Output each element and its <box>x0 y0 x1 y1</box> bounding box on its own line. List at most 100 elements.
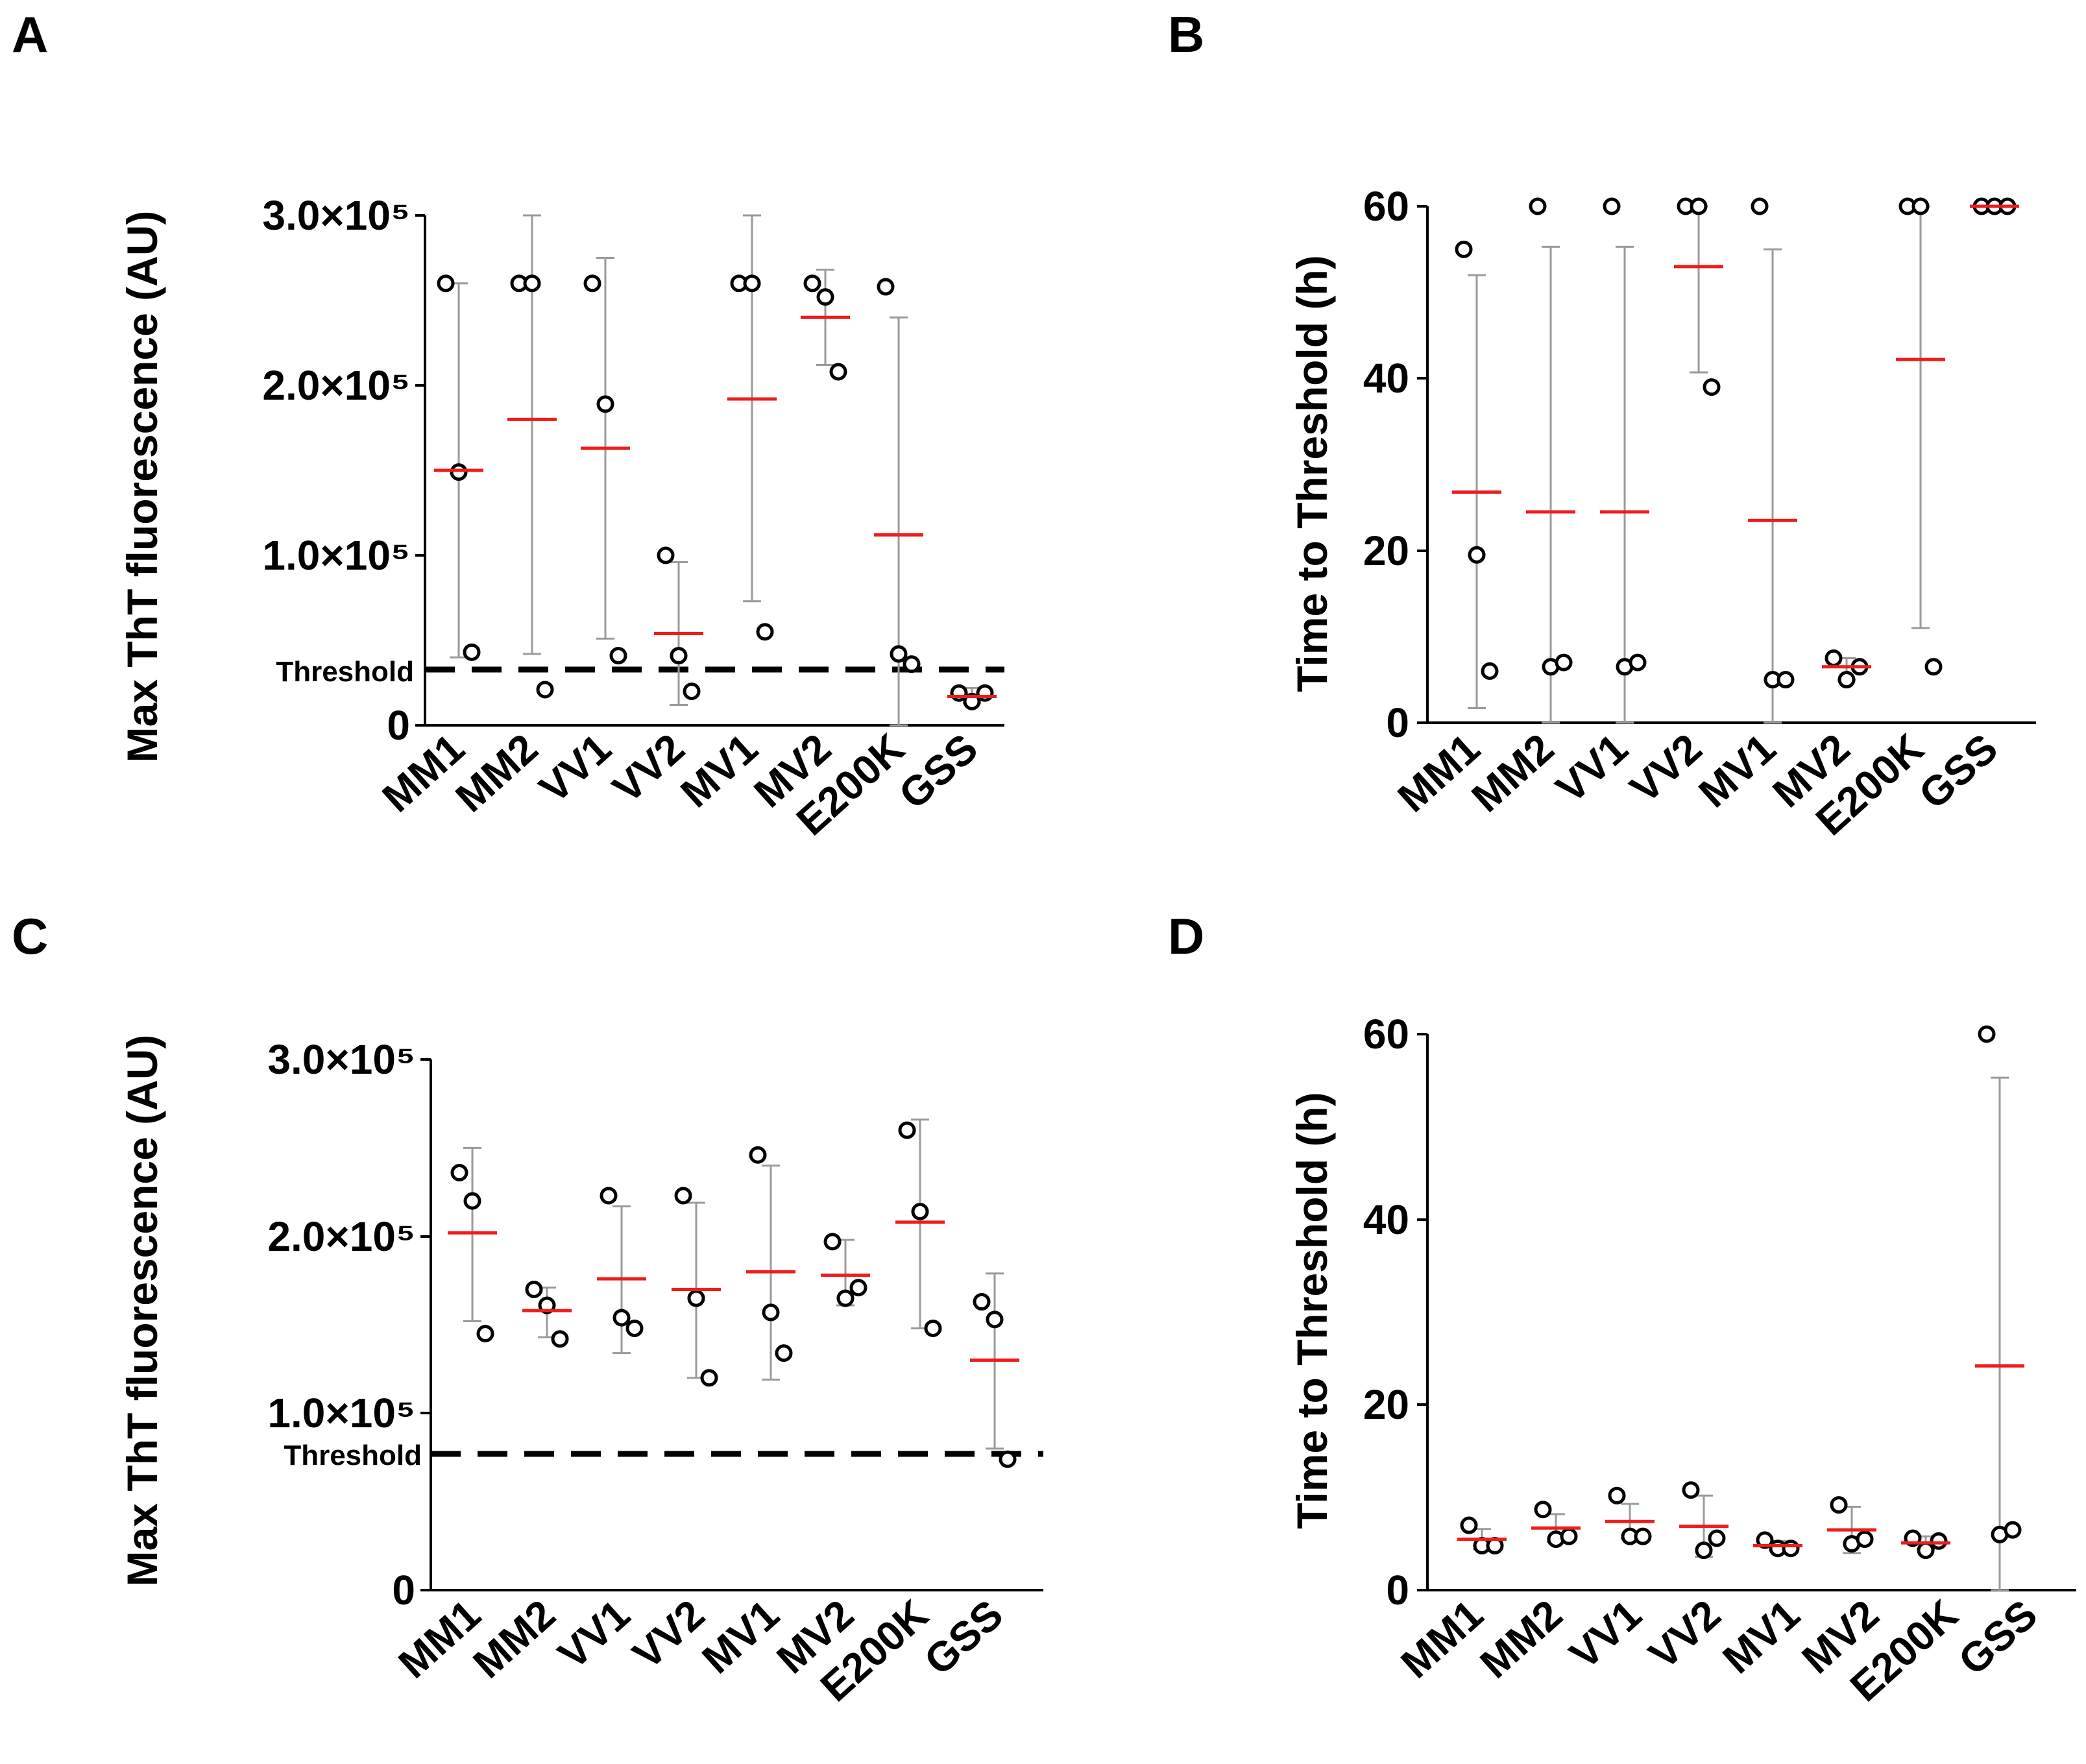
panel-d-ytick-label-0: 0 <box>1386 1567 1409 1613</box>
panel-a-point-mv2-1 <box>803 274 821 293</box>
panel-b-ytick-label-3: 60 <box>1363 183 1409 230</box>
panel-a-point-mv1-2 <box>743 274 761 293</box>
panel-a-yaxis: 0 1.0×10⁵ 2.0×10⁵ 3.0×10⁵ <box>262 192 426 749</box>
panel-a-ytick-label-0: 0 <box>387 702 410 749</box>
panel-c-cat-1: MM2 <box>465 1591 564 1687</box>
panel-c-point-mm2-3 <box>551 1330 569 1348</box>
panel-c-point-mv2-2 <box>836 1289 855 1307</box>
panel-a-point-mv2-3 <box>829 363 847 381</box>
panel-c-point-mv2-1 <box>823 1233 842 1251</box>
panel-d-point-vv2-2 <box>1695 1541 1713 1560</box>
panel-a-point-mm1-1 <box>437 274 455 293</box>
panel-c-point-mm2-2 <box>538 1296 556 1314</box>
panel-a-point-mm1-2 <box>450 463 468 481</box>
panel-a-cat-2: VV1 <box>530 725 620 812</box>
panel-b-point-vv1-3 <box>1629 653 1647 671</box>
panel-d: D Time to Threshold (h) 0 20 40 60 MM1 M… <box>1168 908 2076 1710</box>
panel-a-ytick-label-3: 3.0×10⁵ <box>262 192 410 239</box>
panel-b-point-mm1-3 <box>1481 662 1499 680</box>
panel-d-point-vv2-3 <box>1708 1529 1726 1547</box>
panel-d-ytick-label-3: 60 <box>1363 1011 1409 1057</box>
panel-a-point-mm2-2 <box>523 274 541 293</box>
panel-d-point-mv2-3 <box>1856 1530 1874 1548</box>
panel-c-threshold-label: Threshold <box>284 1440 422 1471</box>
panel-c-point-mv1-1 <box>749 1146 767 1164</box>
panel-c-cat-3: VV2 <box>624 1591 713 1678</box>
panel-b-point-vv2-3 <box>1703 378 1721 396</box>
panel-a-cat-4: MV1 <box>672 725 766 817</box>
panel-d-cat-2: VV1 <box>1560 1591 1650 1678</box>
panel-b-point-mm1-1 <box>1455 240 1473 258</box>
panel-a-letter: A <box>12 6 48 63</box>
panel-a-point-mv2-2 <box>816 288 834 306</box>
panel-a-point-vv1-2 <box>596 395 614 413</box>
panel-c-threshold: Threshold <box>284 1440 1043 1471</box>
panel-b: B Time to Threshold (h) 0 20 40 60 MM1 M… <box>1168 6 2036 844</box>
panel-a-point-mv1-3 <box>756 623 774 641</box>
panel-a-categories: MM1 MM2 VV1 VV2 MV1 MV2 E200K GSS <box>374 725 987 844</box>
panel-c-ytick-label-1: 1.0×10⁵ <box>267 1390 415 1436</box>
panel-c-cat-4: MV1 <box>693 1591 788 1683</box>
panel-d-cat-4: MV1 <box>1714 1591 1808 1683</box>
panel-c-letter: C <box>12 908 48 965</box>
panel-c-point-mm1-3 <box>476 1325 494 1343</box>
panel-a-point-vv1-1 <box>583 274 601 293</box>
panel-a-ylabel: Max ThT fluorescence (AU) <box>118 211 166 763</box>
panel-b-ytick-label-0: 0 <box>1386 699 1409 746</box>
panel-b-marks <box>1452 197 2019 724</box>
panel-d-point-vv1-1 <box>1608 1486 1626 1504</box>
panel-a-threshold-label: Threshold <box>276 656 414 688</box>
panel-b-ylabel: Time to Threshold (h) <box>1288 255 1336 692</box>
panel-d-point-mm2-3 <box>1560 1527 1578 1545</box>
panel-b-ytick-label-1: 20 <box>1363 527 1409 574</box>
panel-b-point-mv2-2 <box>1837 671 1856 689</box>
panel-c-point-vv1-2 <box>612 1309 631 1327</box>
panel-c-ytick-label-0: 0 <box>392 1567 415 1613</box>
panel-c-point-vv2-1 <box>674 1187 692 1205</box>
panel-b-cat-4: MV1 <box>1690 725 1784 817</box>
panel-c: C Max ThT fluorescence (AU) 0 1.0×10⁵ 2.… <box>12 908 1043 1710</box>
panel-b-point-e200k-2 <box>1911 197 1930 215</box>
panel-a-point-e200k-2 <box>890 645 908 663</box>
panel-c-categories: MM1 MM2 VV1 VV2 MV1 MV2 E200K GSS <box>390 1591 1012 1710</box>
panel-a-cat-1: MM2 <box>447 725 547 821</box>
panel-c-point-gss-1 <box>973 1293 991 1311</box>
panel-b-cat-7: GSS <box>1910 725 2007 818</box>
panel-d-point-mm2-1 <box>1534 1501 1552 1519</box>
panel-a-point-e200k-3 <box>903 655 921 673</box>
panel-b-point-mm1-2 <box>1468 546 1486 564</box>
panel-a-point-mm2-3 <box>536 681 554 699</box>
panel-c-point-gss-3 <box>999 1450 1017 1468</box>
panel-a-point-e200k-1 <box>877 278 895 296</box>
panel-d-point-vv1-3 <box>1634 1527 1652 1545</box>
panel-c-ytick-label-2: 2.0×10⁵ <box>267 1213 415 1260</box>
panel-b-point-vv2-2 <box>1690 197 1708 215</box>
panel-d-point-mm1-1 <box>1460 1516 1478 1534</box>
panel-d-letter: D <box>1168 908 1204 965</box>
panel-b-cat-1: MM2 <box>1463 725 1563 821</box>
panel-c-cat-7: GSS <box>916 1591 1012 1684</box>
panel-d-yaxis: 0 20 40 60 <box>1363 1011 1429 1613</box>
panel-d-point-mv2-1 <box>1830 1496 1848 1514</box>
panel-d-cat-1: MM2 <box>1472 1591 1571 1687</box>
panel-d-point-e200k-2 <box>1917 1541 1935 1560</box>
panel-c-cat-2: VV1 <box>549 1591 638 1678</box>
panel-d-point-e200k-3 <box>1930 1532 1948 1550</box>
panel-a-marks <box>434 214 997 727</box>
panel-c-point-mv2-3 <box>849 1279 867 1297</box>
panel-d-ylabel: Time to Threshold (h) <box>1288 1092 1336 1528</box>
panel-d-point-mv1-3 <box>1782 1540 1800 1558</box>
panel-c-point-vv1-3 <box>625 1319 644 1337</box>
panel-b-point-vv1-1 <box>1603 197 1621 215</box>
panel-c-ylabel: Max ThT fluorescence (AU) <box>118 1035 166 1587</box>
panel-d-point-vv2-1 <box>1682 1481 1700 1499</box>
panel-a-point-vv2-1 <box>657 546 675 564</box>
panel-a-point-mm1-3 <box>463 643 481 661</box>
panel-a-point-vv2-2 <box>670 647 688 665</box>
panel-c-point-mv1-2 <box>762 1303 780 1322</box>
panel-b-point-mv2-1 <box>1825 649 1843 667</box>
panel-c-point-gss-2 <box>986 1311 1004 1329</box>
panel-d-ytick-label-2: 40 <box>1363 1196 1409 1243</box>
panel-b-cat-2: VV1 <box>1547 725 1636 812</box>
